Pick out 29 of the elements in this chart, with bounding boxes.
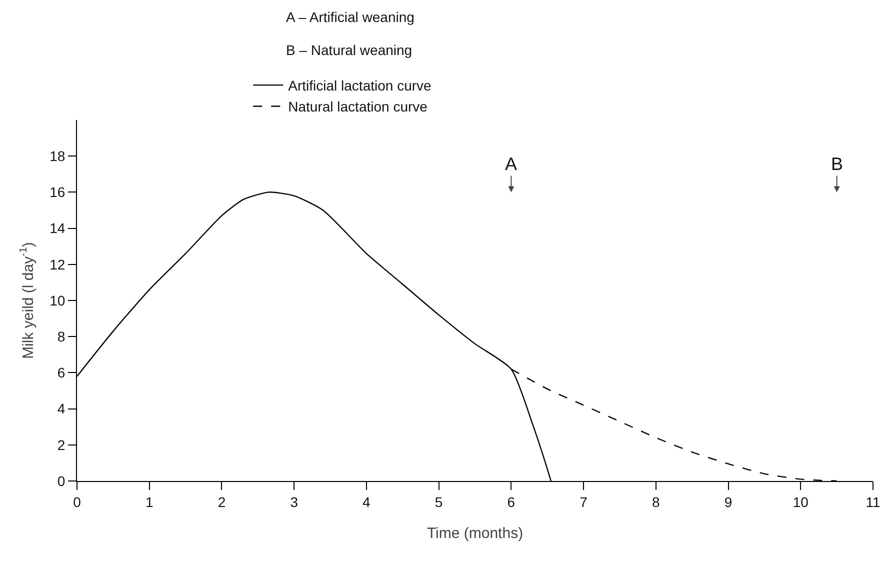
x-tick-label: 1	[145, 494, 154, 510]
x-tick-label: 11	[866, 494, 880, 510]
x-tick-label: 6	[507, 494, 516, 510]
x-tick-label: 7	[580, 494, 588, 510]
y-tick-label: 16	[50, 184, 66, 200]
annotation: A	[505, 154, 518, 174]
x-tick-label: 3	[290, 494, 298, 510]
y-tick-label: 6	[57, 364, 66, 381]
x-tick-label: 5	[434, 494, 443, 510]
y-tick-label: 14	[50, 220, 66, 236]
y-tick-label: 12	[50, 256, 66, 272]
text: A – Artificial weaning	[286, 9, 414, 25]
x-tick-label: 4	[362, 494, 371, 510]
x-axis-title: Time (months)	[426, 524, 524, 542]
y-tick-label: 8	[57, 328, 66, 344]
y-tick-label: 4	[57, 400, 66, 417]
y-tick-label: 2	[57, 436, 66, 453]
legend-label: Natural lactation curve	[288, 98, 428, 115]
x-tick-label: 8	[652, 494, 660, 510]
x-tick-label: 0	[73, 494, 82, 510]
legend-label: Artificial lactation curve	[288, 78, 432, 94]
y-tick-label: 10	[50, 292, 66, 308]
text: B – Natural weaning	[286, 42, 412, 58]
annotation: B	[831, 154, 844, 174]
y-tick-label: 0	[57, 472, 66, 489]
x-tick-label: 10	[792, 494, 809, 510]
x-tick-label: 2	[218, 494, 226, 510]
x-tick-label: 9	[724, 494, 732, 510]
y-tick-label: 18	[50, 148, 66, 164]
